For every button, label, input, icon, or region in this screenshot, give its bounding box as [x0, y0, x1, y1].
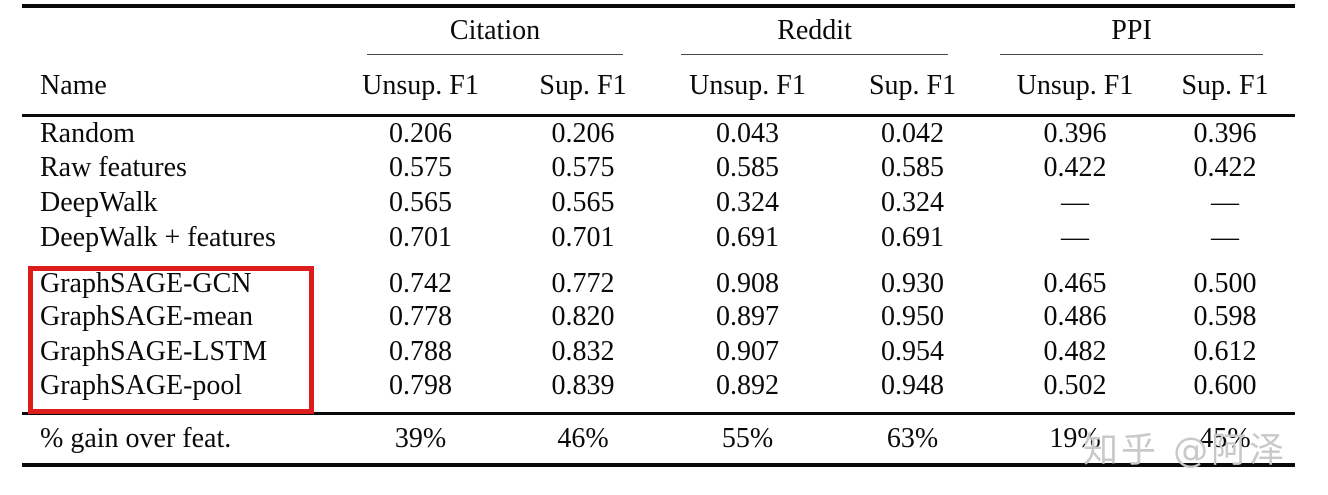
cell-value: 0.691 [716, 222, 780, 253]
cell-value: 0.892 [716, 369, 780, 401]
cell-value: 0.897 [716, 301, 780, 332]
table-row: GraphSAGE-LSTM 0.788 0.832 0.907 0.954 0.482 0… [22, 335, 1295, 370]
cell-value: 0.396 [1193, 117, 1257, 149]
cell-value: 0.042 [881, 117, 945, 149]
cell-value: 0.954 [881, 336, 945, 367]
group-header-citation: Citation [340, 6, 665, 58]
cell-value: 0.798 [389, 369, 452, 401]
cell-value: 0.043 [716, 117, 780, 149]
cell-value: 0.324 [881, 187, 945, 218]
cell-value: 0.772 [551, 267, 615, 299]
gain-value: 19% [995, 411, 1156, 465]
cell-value: 0.600 [1193, 369, 1257, 401]
table-row: Random 0.206 0.206 0.043 0.042 0.396 0.396 [22, 116, 1295, 151]
row-name: GraphSAGE-mean [40, 301, 254, 332]
table-row: DeepWalk + features 0.701 0.701 0.691 0.691 —… [22, 221, 1295, 256]
cell-value: 0.422 [1193, 152, 1257, 183]
results-table: Citation Reddit PPI Name Unsup. F1 Sup. … [22, 4, 1296, 467]
column-header: Unsup. F1 [995, 58, 1156, 117]
gain-value: 46% [501, 411, 666, 465]
corner-cell [22, 6, 340, 58]
row-name: GraphSAGE-GCN [40, 267, 252, 299]
cell-value: 0.907 [716, 336, 780, 367]
group-label: Citation [449, 15, 541, 46]
dataset-group-header-row: Citation Reddit PPI [22, 6, 1295, 58]
cell-value: 0.502 [1043, 369, 1107, 401]
row-name: DeepWalk + features [40, 222, 276, 253]
cell-value: 0.832 [551, 336, 615, 367]
group-header-ppi: PPI [995, 6, 1295, 58]
row-name: GraphSAGE-pool [40, 369, 243, 401]
row-name: DeepWalk [40, 187, 158, 218]
cell-value: — [1061, 187, 1090, 218]
column-header-name: Name [22, 58, 340, 117]
cell-value: 0.465 [1043, 267, 1107, 299]
column-header: Sup. F1 [1155, 58, 1296, 117]
table-row: GraphSAGE-GCN 0.742 0.772 0.908 0.930 0.465 0.… [22, 256, 1295, 300]
cell-value: 0.908 [716, 267, 780, 299]
cell-value: 0.820 [551, 301, 615, 332]
column-header: Sup. F1 [830, 58, 996, 117]
gain-row-label: % gain over feat. [22, 411, 340, 465]
cell-value: 0.612 [1193, 336, 1257, 367]
cell-value: 0.324 [716, 187, 780, 218]
table-row: DeepWalk 0.565 0.565 0.324 0.324 — — [22, 186, 1295, 221]
cell-value: — [1061, 222, 1090, 253]
gain-value: 39% [340, 411, 501, 465]
cell-value: 0.422 [1043, 152, 1107, 183]
row-name: Random [40, 117, 135, 149]
cell-value: 0.691 [881, 222, 945, 253]
cell-value: 0.585 [881, 152, 945, 183]
group-header-reddit: Reddit [665, 6, 995, 58]
row-name: GraphSAGE-LSTM [40, 336, 268, 367]
gain-value: 45% [1155, 411, 1296, 465]
cell-value: 0.206 [389, 117, 452, 149]
cell-value: 0.701 [389, 222, 452, 253]
cell-value: 0.585 [716, 152, 780, 183]
gain-row: % gain over feat. 39% 46% 55% 63% 19% 45… [22, 411, 1296, 465]
cell-value: 0.788 [389, 336, 452, 367]
cell-value: 0.778 [389, 301, 452, 332]
cell-value: 0.598 [1193, 301, 1257, 332]
cell-value: 0.839 [551, 369, 615, 401]
baseline-rows: Random 0.206 0.206 0.043 0.042 0.396 0.396 Raw … [22, 116, 1295, 256]
gain-value: 63% [830, 411, 996, 465]
group-label: Reddit [777, 15, 852, 46]
watermark: 知乎 @阿泽 [1083, 431, 1288, 471]
cell-value: 0.930 [881, 267, 945, 299]
cell-value: 0.486 [1043, 301, 1107, 332]
graphsage-rows: GraphSAGE-GCN 0.742 0.772 0.908 0.930 0.465 0.… [22, 256, 1295, 414]
column-header: Sup. F1 [501, 58, 666, 117]
cell-value: — [1211, 187, 1240, 218]
group-label: PPI [1111, 15, 1152, 46]
row-name: Raw features [40, 152, 187, 183]
column-header-row: Name Unsup. F1 Sup. F1 Unsup. F1 Sup. F1… [22, 58, 1296, 117]
cell-value: 0.742 [389, 267, 452, 299]
column-header: Unsup. F1 [665, 58, 831, 117]
cell-value: 0.701 [551, 222, 615, 253]
cell-value: 0.575 [389, 152, 452, 183]
cell-value: 0.565 [551, 187, 615, 218]
gain-value: 55% [665, 411, 831, 465]
cell-value: 0.396 [1043, 117, 1107, 149]
cell-value: 0.575 [551, 152, 615, 183]
cell-value: — [1211, 222, 1240, 253]
cell-value: 0.565 [389, 187, 452, 218]
column-header: Unsup. F1 [340, 58, 501, 117]
table-row: GraphSAGE-pool 0.798 0.839 0.892 0.948 0.502 0… [22, 370, 1295, 414]
cell-value: 0.482 [1043, 336, 1107, 367]
table-row: GraphSAGE-mean 0.778 0.820 0.897 0.950 0.486 0… [22, 300, 1295, 335]
cell-value: 0.948 [881, 369, 945, 401]
cell-value: 0.206 [551, 117, 615, 149]
cell-value: 0.950 [881, 301, 945, 332]
cell-value: 0.500 [1193, 267, 1257, 299]
table-row: Raw features 0.575 0.575 0.585 0.585 0.422 0.4… [22, 151, 1295, 186]
